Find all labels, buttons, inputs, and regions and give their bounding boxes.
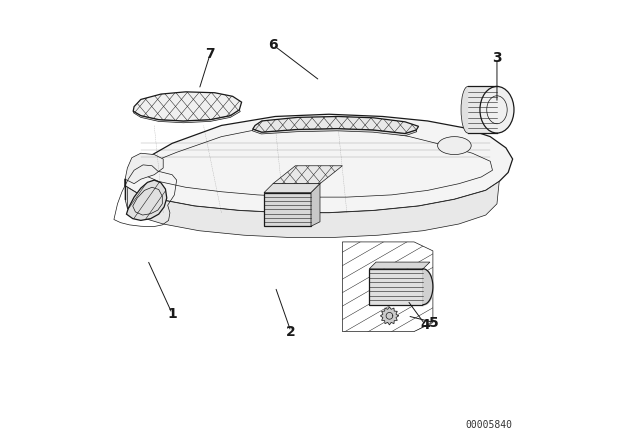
Polygon shape — [133, 110, 240, 123]
Polygon shape — [369, 269, 423, 305]
Text: 00005840: 00005840 — [466, 420, 513, 430]
Polygon shape — [252, 129, 417, 136]
Polygon shape — [133, 92, 242, 121]
Ellipse shape — [461, 86, 475, 133]
Polygon shape — [253, 116, 419, 134]
Polygon shape — [369, 262, 430, 269]
Text: 5: 5 — [429, 315, 439, 330]
Polygon shape — [127, 180, 167, 220]
Polygon shape — [273, 166, 342, 184]
Polygon shape — [264, 184, 320, 193]
Text: 3: 3 — [492, 51, 502, 65]
Text: 2: 2 — [286, 324, 296, 339]
Polygon shape — [125, 153, 163, 184]
Ellipse shape — [438, 137, 471, 155]
Text: 4: 4 — [420, 318, 430, 332]
Polygon shape — [380, 307, 398, 325]
Polygon shape — [125, 179, 499, 237]
Text: 6: 6 — [268, 38, 278, 52]
Polygon shape — [125, 114, 513, 213]
Text: 7: 7 — [205, 47, 215, 61]
Ellipse shape — [480, 86, 514, 133]
Polygon shape — [264, 193, 311, 226]
Polygon shape — [311, 184, 320, 226]
Text: 1: 1 — [167, 306, 177, 321]
Polygon shape — [468, 86, 497, 133]
